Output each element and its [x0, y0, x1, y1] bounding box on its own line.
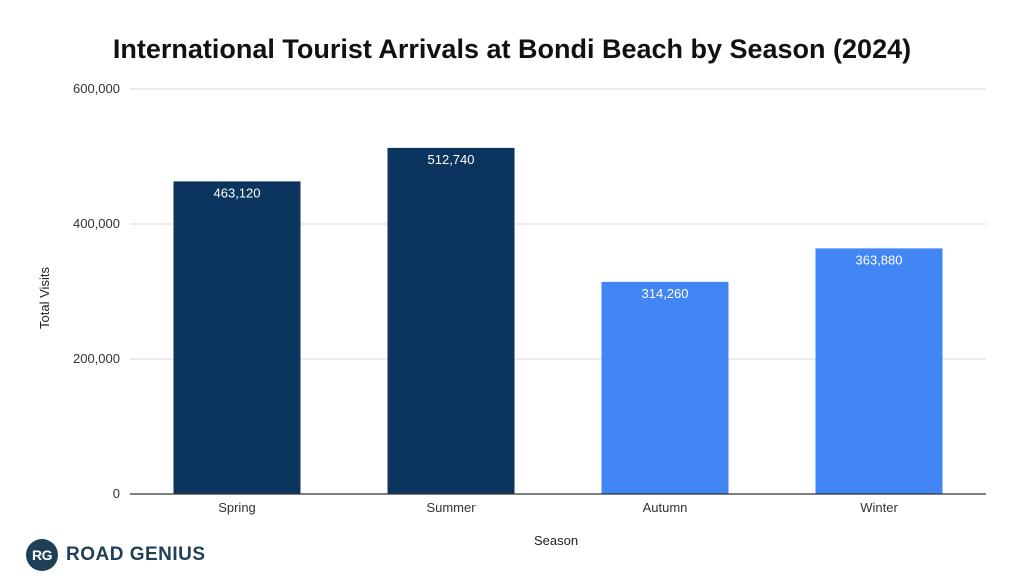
x-tick-label-summer: Summer — [426, 500, 476, 515]
bars — [173, 147, 943, 495]
bar-winter — [815, 248, 943, 494]
bar-summer — [387, 147, 515, 494]
data-labels: 463,120 512,740 314,260 363,880 — [214, 152, 903, 301]
chart-title: International Tourist Arrivals at Bondi … — [113, 34, 911, 64]
y-axis-ticks: 0 200,000 400,000 600,000 — [73, 81, 120, 501]
logo-badge-text: RG — [32, 547, 53, 563]
x-tick-label-spring: Spring — [218, 500, 256, 515]
x-axis-label: Season — [534, 533, 578, 548]
y-tick-label: 400,000 — [73, 216, 120, 231]
x-tick-label-winter: Winter — [860, 500, 898, 515]
data-label-winter: 363,880 — [856, 252, 903, 267]
y-tick-label: 200,000 — [73, 351, 120, 366]
data-label-spring: 463,120 — [214, 185, 261, 200]
data-label-summer: 512,740 — [428, 152, 475, 167]
road-genius-logo: RG ROAD GENIUS — [26, 538, 206, 572]
y-axis-label: Total Visits — [37, 267, 52, 329]
y-tick-label: 600,000 — [73, 81, 120, 96]
data-label-autumn: 314,260 — [642, 286, 689, 301]
x-axis-ticks: Spring Summer Autumn Winter — [218, 500, 898, 515]
bar-autumn — [601, 281, 729, 494]
bar-spring — [173, 181, 301, 495]
x-tick-label-autumn: Autumn — [643, 500, 688, 515]
logo-text: ROAD GENIUS — [66, 544, 206, 565]
logo-badge-icon: RG — [26, 539, 58, 571]
y-tick-label: 0 — [113, 486, 120, 501]
